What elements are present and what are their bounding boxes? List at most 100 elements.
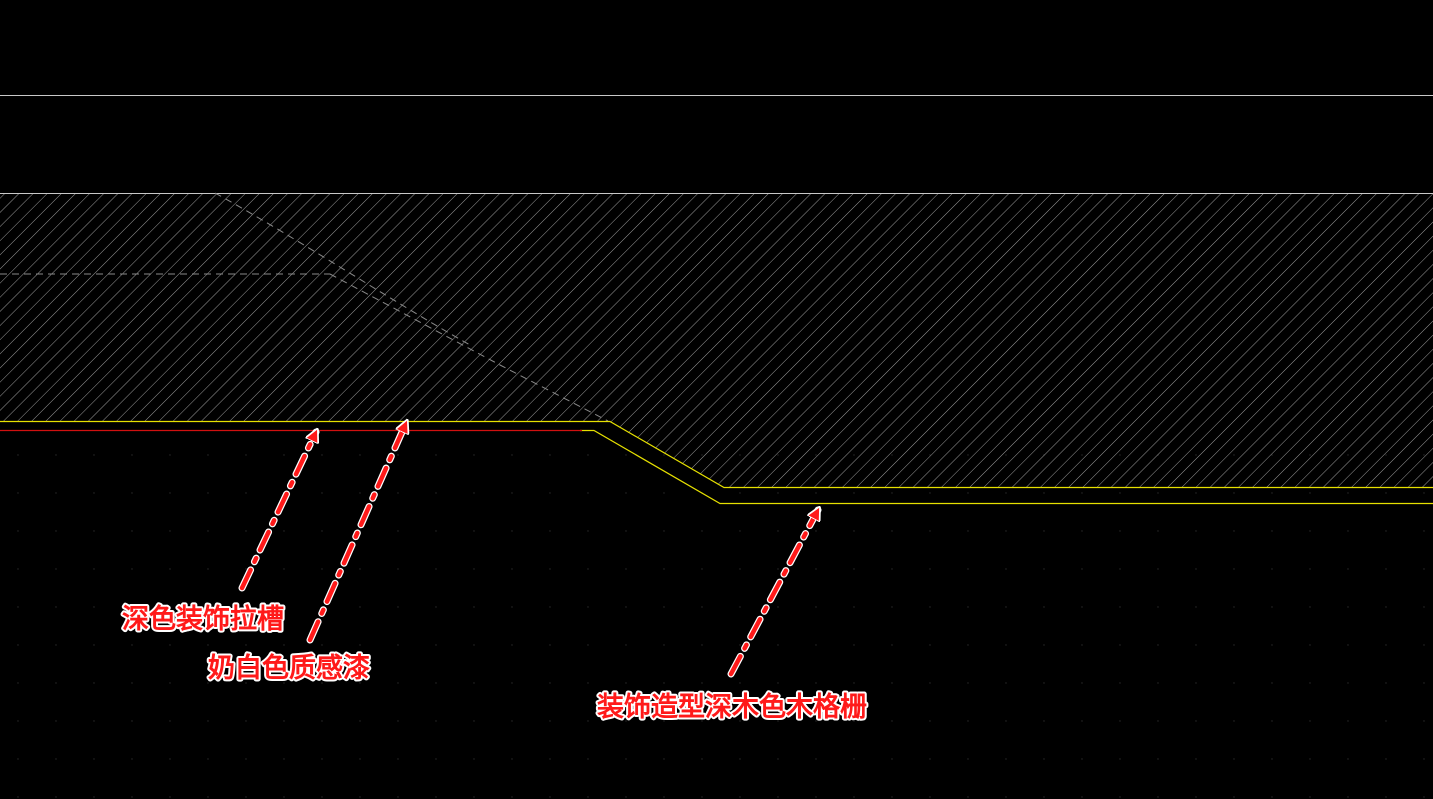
grid-dot: [587, 606, 589, 608]
grid-dot: [1157, 606, 1159, 608]
grid-dot: [1385, 758, 1387, 760]
grid-dot: [1195, 530, 1197, 532]
grid-dot: [55, 568, 57, 570]
grid-dot: [701, 606, 703, 608]
grid-dot: [549, 606, 551, 608]
grid-dot: [207, 454, 209, 456]
grid-dot: [853, 682, 855, 684]
grid-dot: [1043, 530, 1045, 532]
grid-dot: [663, 682, 665, 684]
grid-dot: [1309, 644, 1311, 646]
grid-dot: [967, 606, 969, 608]
grid-dot: [701, 720, 703, 722]
grid-dot: [587, 454, 589, 456]
grid-dot: [1309, 492, 1311, 494]
grid-dot: [17, 492, 19, 494]
grid-dot: [663, 606, 665, 608]
grid-dot: [701, 796, 703, 798]
grid-dot: [1005, 682, 1007, 684]
grid-dot: [511, 758, 513, 760]
grid-dot: [55, 796, 57, 798]
grid-dot: [283, 454, 285, 456]
grid-dot: [1309, 758, 1311, 760]
grid-dot: [1195, 796, 1197, 798]
grid-dot: [1157, 720, 1159, 722]
grid-dot: [625, 758, 627, 760]
grid-dot: [207, 796, 209, 798]
grid-dot: [777, 492, 779, 494]
grid-dot: [853, 796, 855, 798]
grid-dot: [625, 530, 627, 532]
grid-dot: [169, 758, 171, 760]
grid-dot: [625, 644, 627, 646]
grid-dot: [853, 492, 855, 494]
grid-dot: [511, 530, 513, 532]
grid-dot: [473, 568, 475, 570]
grid-dot: [207, 606, 209, 608]
grid-dot: [1043, 492, 1045, 494]
grid-dot: [93, 758, 95, 760]
grid-dot: [1043, 606, 1045, 608]
grid-dot: [245, 530, 247, 532]
grid-dot: [853, 644, 855, 646]
grid-dot: [929, 492, 931, 494]
grid-dot: [587, 758, 589, 760]
grid-dot: [1423, 682, 1425, 684]
grid-dot: [1423, 644, 1425, 646]
grid-dot: [853, 606, 855, 608]
grid-dot: [1309, 606, 1311, 608]
grid-dot: [1233, 758, 1235, 760]
grid-dot: [93, 606, 95, 608]
grid-dot: [93, 644, 95, 646]
grid-dot: [1271, 720, 1273, 722]
grid-dot: [663, 492, 665, 494]
grid-dot: [777, 644, 779, 646]
callout-dark-groove-label: 深色装饰拉槽: [122, 603, 284, 635]
grid-dot: [397, 454, 399, 456]
grid-dot: [1309, 682, 1311, 684]
callout-milky-white-paint-label: 奶白色质感漆: [208, 652, 370, 684]
grid-dot: [1195, 568, 1197, 570]
grid-dot: [55, 454, 57, 456]
grid-dot: [55, 530, 57, 532]
grid-dot: [1043, 568, 1045, 570]
grid-dot: [929, 530, 931, 532]
grid-dot: [93, 568, 95, 570]
grid-dot: [321, 758, 323, 760]
grid-dot: [245, 606, 247, 608]
grid-dot: [207, 644, 209, 646]
grid-dot: [435, 758, 437, 760]
grid-dot: [1081, 530, 1083, 532]
grid-dot: [93, 682, 95, 684]
grid-dot: [967, 758, 969, 760]
grid-dot: [777, 796, 779, 798]
grid-dot: [929, 720, 931, 722]
grid-dot: [815, 682, 817, 684]
grid-dot: [1157, 530, 1159, 532]
grid-dot: [587, 644, 589, 646]
grid-dot: [663, 720, 665, 722]
grid-dot: [587, 682, 589, 684]
grid-dot: [1043, 644, 1045, 646]
grid-dot: [55, 758, 57, 760]
grid-dot: [435, 454, 437, 456]
grid-dot: [93, 492, 95, 494]
grid-dot: [625, 720, 627, 722]
grid-dot: [473, 492, 475, 494]
grid-dot: [283, 568, 285, 570]
grid-dot: [1233, 796, 1235, 798]
grid-dot: [1271, 644, 1273, 646]
grid-dot: [1157, 796, 1159, 798]
grid-dot: [1347, 796, 1349, 798]
arrow-wood-grille: [728, 510, 818, 677]
grid-dot: [321, 796, 323, 798]
grid-dot: [473, 758, 475, 760]
grid-dot: [967, 720, 969, 722]
grid-dot: [473, 644, 475, 646]
grid-dot: [207, 492, 209, 494]
grid-dot: [283, 682, 285, 684]
grid-dot: [93, 720, 95, 722]
grid-dot: [929, 644, 931, 646]
grid-dot: [321, 682, 323, 684]
grid-dot: [549, 796, 551, 798]
